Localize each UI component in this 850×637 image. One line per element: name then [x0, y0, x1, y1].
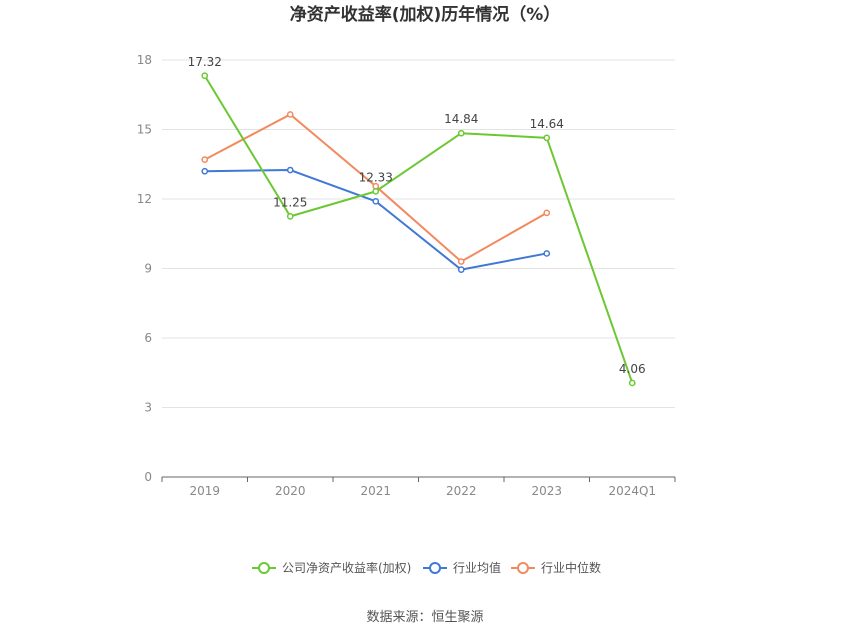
data-point: [543, 250, 551, 257]
data-label: 14.64: [530, 117, 564, 131]
axes: 0 3 6 9 12 15 18 2019 2020 2021 2022 2023 2024Q1: [137, 53, 676, 498]
data-label: 14.84: [444, 112, 478, 126]
legend-label: 公司净资产收益率(加权): [282, 560, 411, 575]
data-point: [543, 134, 551, 142]
legend-marker: [429, 562, 441, 574]
grid-lines: [162, 59, 675, 408]
y-tick-label: 12: [137, 192, 152, 206]
data-label: 12.33: [359, 170, 393, 184]
data-point: [201, 72, 209, 80]
data-point: [286, 213, 294, 220]
y-tick-label: 18: [137, 53, 152, 67]
x-tick-label: 2024Q1: [608, 484, 656, 498]
x-tick-label: 2020: [275, 484, 306, 498]
x-tick-label: 2019: [189, 484, 220, 498]
x-tick-label: 2022: [446, 484, 477, 498]
data-point: [286, 111, 294, 118]
y-tick-label: 0: [144, 470, 152, 484]
data-point: [457, 258, 465, 265]
data-point: [457, 129, 465, 137]
y-tick-label: 9: [144, 262, 152, 276]
legend-marker: [517, 562, 529, 574]
source-note: 数据来源：恒生聚源: [366, 610, 483, 625]
series-layer: [201, 72, 636, 387]
legend-label: 行业均值: [453, 560, 501, 575]
data-point: [201, 156, 209, 163]
data-label: 11.25: [273, 195, 307, 209]
data-point: [543, 209, 551, 217]
data-label: 17.32: [188, 55, 222, 69]
data-labels: 17.32 11.25 12.33 14.84 14.64 4.06: [188, 55, 646, 376]
y-tick-label: 3: [144, 401, 152, 415]
data-point: [372, 197, 380, 205]
legend: 公司净资产收益率(加权) 行业均值 行业中位数: [252, 560, 601, 575]
data-point: [457, 266, 465, 274]
chart-title: 净资产收益率(加权)历年情况（%）: [290, 4, 561, 25]
data-label: 4.06: [619, 362, 646, 376]
series-line: [203, 75, 634, 384]
legend-marker: [258, 562, 270, 574]
data-point: [201, 167, 209, 175]
data-point: [628, 379, 636, 387]
x-tick-label: 2023: [531, 484, 562, 498]
y-tick-label: 6: [144, 331, 152, 345]
data-point: [286, 166, 294, 174]
y-tick-label: 15: [137, 123, 152, 137]
x-tick-label: 2021: [360, 484, 391, 498]
legend-label: 行业中位数: [541, 560, 601, 575]
data-point: [372, 188, 380, 195]
